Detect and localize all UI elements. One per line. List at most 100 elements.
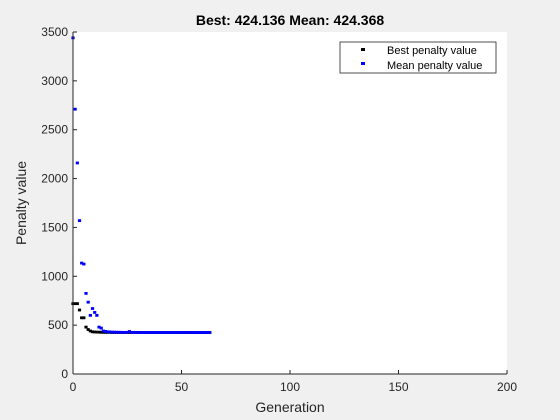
point-1-60 (201, 331, 205, 334)
point-1-28 (132, 330, 136, 334)
point-1-62 (205, 331, 210, 334)
point-1-18 (110, 330, 114, 334)
point-1-30 (136, 331, 140, 334)
point-1-52 (184, 331, 188, 334)
point-1-12 (97, 325, 101, 329)
point-1-44 (166, 331, 171, 334)
point-1-42 (162, 331, 166, 334)
point-1-19 (112, 330, 116, 334)
point-1-63 (208, 331, 212, 334)
point-1-43 (164, 331, 168, 334)
x-tick-label-4: 200 (497, 380, 517, 394)
point-1-48 (175, 331, 179, 334)
y-tick-label-7: 3500 (41, 25, 68, 39)
y-tick-label-3: 1500 (41, 220, 68, 234)
point-0-7 (86, 328, 90, 331)
point-1-39 (156, 331, 160, 334)
point-0-5 (82, 316, 86, 320)
point-1-33 (143, 331, 147, 334)
point-1-13 (99, 326, 103, 330)
legend-marker-best (361, 48, 365, 51)
point-1-54 (188, 331, 192, 334)
point-1-37 (151, 331, 155, 334)
x-tick-label-2: 100 (280, 380, 300, 394)
point-1-7 (86, 300, 90, 304)
point-1-51 (182, 331, 186, 334)
point-1-31 (138, 331, 142, 334)
point-0-6 (84, 325, 88, 329)
legend-marker-mean (361, 62, 365, 65)
point-0-3 (77, 308, 82, 312)
point-1-40 (158, 331, 162, 334)
point-1-6 (84, 291, 88, 295)
y-ticks: 0 500 1000 1500 2000 2500 3000 3500 (41, 25, 77, 381)
point-1-1 (73, 107, 77, 111)
point-1-45 (169, 331, 173, 334)
point-1-22 (119, 330, 123, 334)
legend-label-best: Best penalty value (387, 45, 477, 57)
point-1-49 (177, 331, 181, 334)
y-tick-label-6: 3000 (41, 74, 68, 88)
point-0-11 (95, 330, 99, 334)
series-1 (71, 36, 212, 334)
point-1-2 (75, 161, 79, 165)
point-1-55 (190, 331, 194, 334)
point-1-56 (192, 331, 197, 334)
point-1-61 (203, 331, 207, 334)
y-tick-label-1: 500 (48, 318, 68, 332)
y-tick-label-0: 0 (61, 367, 68, 381)
chart-title: Best: 424.136 Mean: 424.368 (196, 12, 385, 28)
point-1-26 (127, 330, 132, 333)
legend-box (339, 41, 497, 74)
point-1-35 (147, 331, 151, 334)
point-1-58 (197, 331, 201, 334)
point-0-8 (88, 329, 92, 333)
point-0-1 (73, 302, 77, 306)
point-1-4 (80, 261, 84, 265)
point-1-32 (140, 331, 145, 334)
point-1-53 (186, 331, 190, 334)
point-1-36 (149, 331, 153, 334)
y-axis-label: Penalty value (13, 161, 29, 245)
plot-area (73, 32, 507, 374)
point-1-23 (121, 330, 125, 334)
point-1-14 (101, 329, 105, 333)
point-1-10 (93, 311, 97, 314)
point-0-12 (97, 330, 101, 334)
point-1-57 (195, 331, 199, 334)
point-1-3 (77, 219, 82, 222)
point-1-50 (179, 331, 184, 334)
point-1-5 (82, 262, 86, 266)
point-0-10 (93, 330, 97, 334)
point-1-27 (129, 330, 134, 334)
point-1-24 (123, 330, 127, 334)
point-1-59 (199, 331, 203, 334)
point-0-13 (99, 330, 103, 334)
point-1-41 (160, 331, 164, 334)
x-axis-label: Generation (255, 399, 324, 415)
x-tick-label-0: 0 (70, 380, 77, 394)
legend-label-mean: Mean penalty value (387, 60, 482, 72)
x-tick-label-1: 50 (175, 380, 189, 394)
point-1-47 (173, 331, 177, 334)
y-tick-label-5: 2500 (41, 123, 68, 137)
point-1-38 (153, 331, 158, 334)
x-tick-label-3: 150 (388, 380, 408, 394)
point-1-9 (90, 307, 95, 310)
point-1-16 (106, 330, 110, 334)
legend: Best penalty value Mean penalty value (339, 41, 497, 74)
point-1-21 (116, 330, 121, 334)
point-1-17 (108, 330, 112, 334)
x-ticks: 0 50 100 150 200 (70, 370, 517, 394)
point-1-11 (95, 313, 99, 317)
point-1-15 (103, 330, 108, 333)
point-1-8 (88, 313, 92, 317)
point-0-4 (80, 316, 84, 320)
point-1-46 (171, 331, 175, 334)
y-tick-label-4: 2000 (41, 172, 68, 186)
point-1-25 (125, 330, 129, 334)
point-1-20 (114, 330, 118, 334)
y-tick-label-2: 1000 (41, 269, 68, 283)
data-marks (71, 36, 212, 334)
